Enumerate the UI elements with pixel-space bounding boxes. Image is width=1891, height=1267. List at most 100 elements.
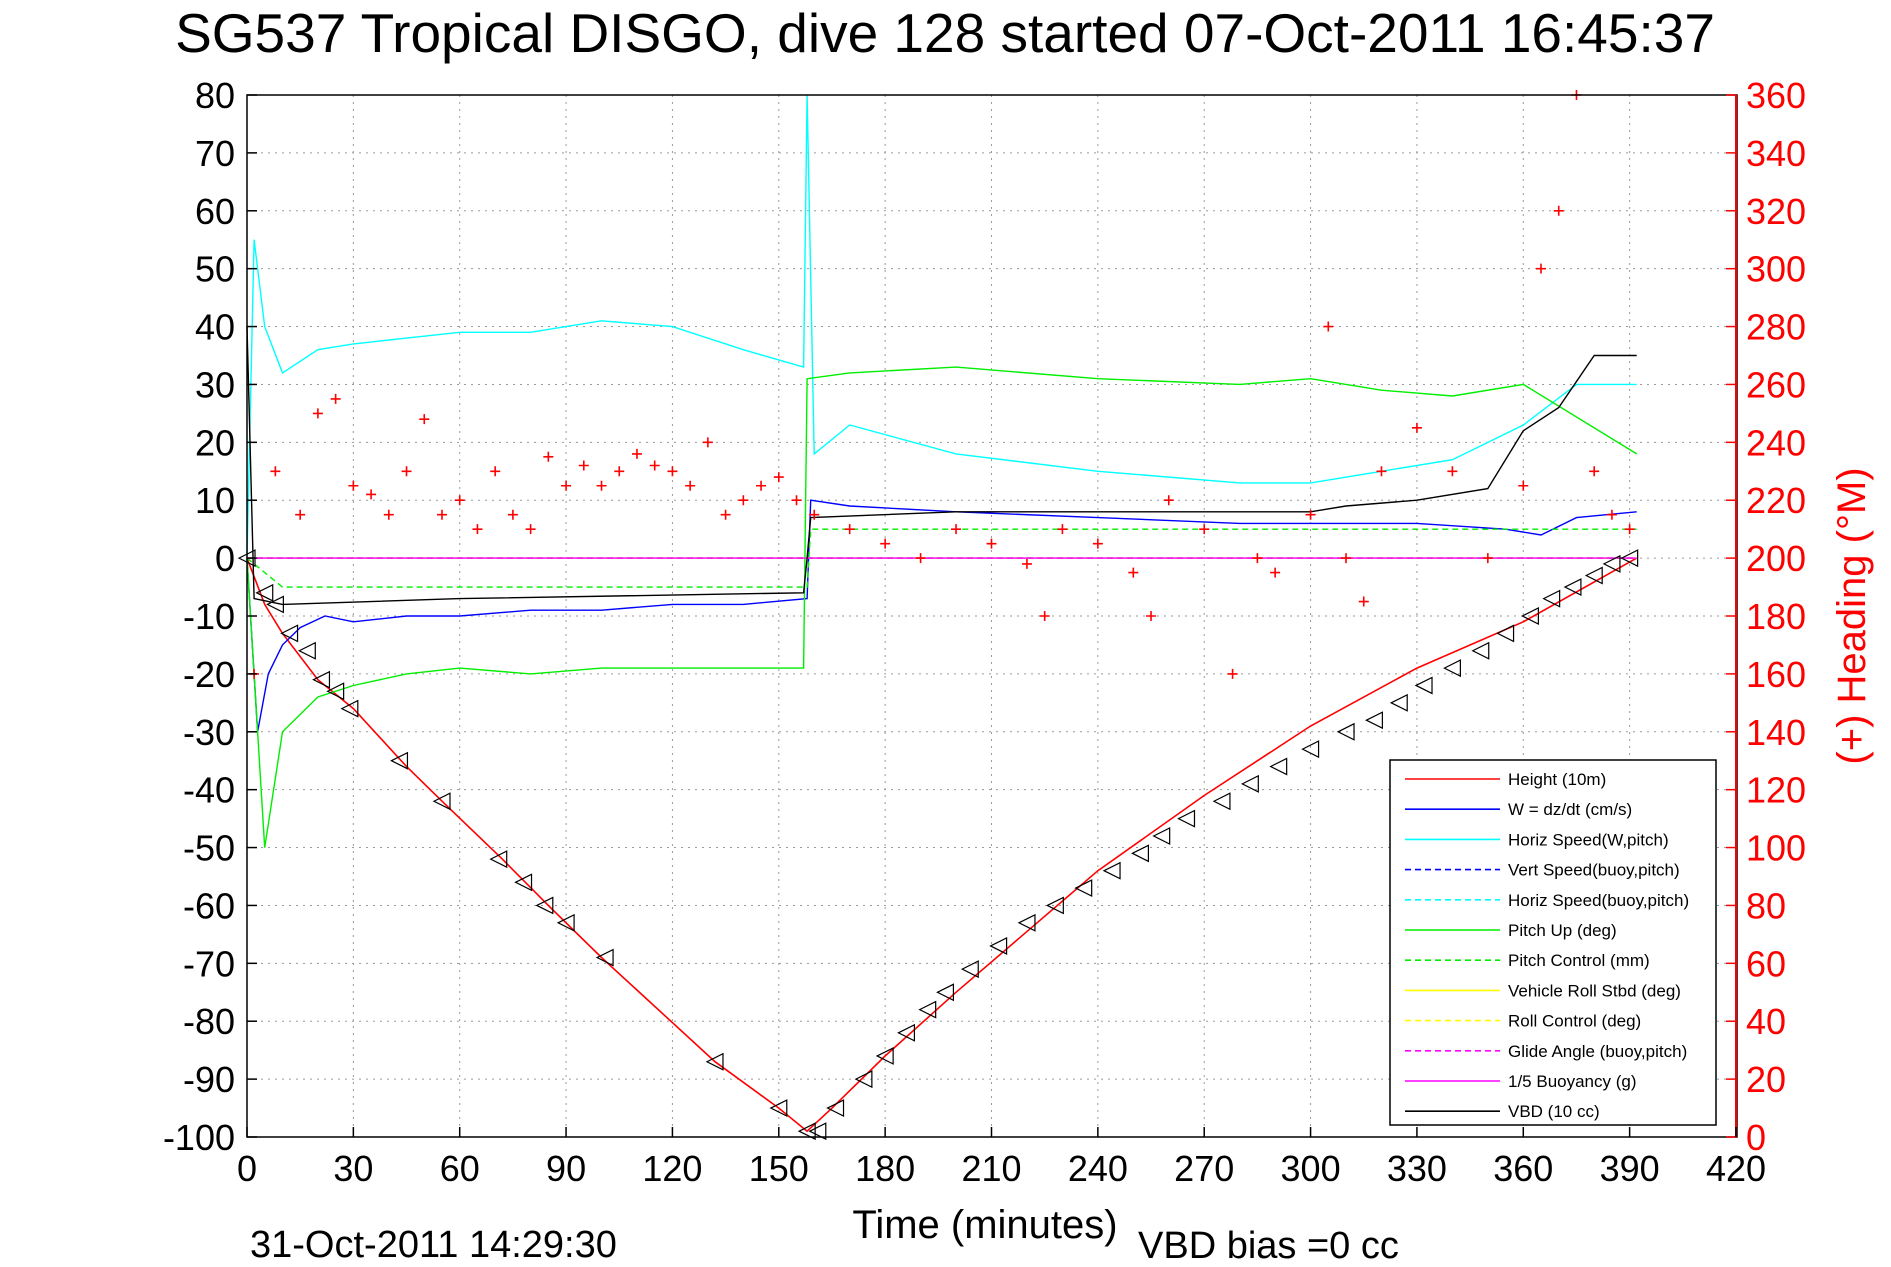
- legend-label-horiz_speed: Horiz Speed(W,pitch): [1508, 830, 1669, 849]
- depth-triangle-marker: [1269, 757, 1288, 776]
- right-axis-ticks: 3603403203002802602402202001801601401201…: [1726, 75, 1806, 1158]
- depth-triangle-marker: [826, 1099, 845, 1118]
- heading-point: [1146, 611, 1157, 621]
- x-tick-label: 60: [440, 1148, 480, 1189]
- right-tick-label: 280: [1746, 307, 1806, 348]
- depth-triangle-marker: [960, 960, 979, 979]
- depth-triangle-marker: [1389, 693, 1408, 712]
- x-tick-label: 300: [1281, 1148, 1341, 1189]
- legend-label-vbd: VBD (10 cc): [1508, 1102, 1600, 1121]
- heading-point: [578, 460, 589, 471]
- depth-triangle-marker: [514, 873, 533, 892]
- heading-point: [1163, 495, 1174, 506]
- right-tick-label: 200: [1746, 538, 1806, 579]
- chart-title: SG537 Tropical DISGO, dive 128 started 0…: [175, 2, 1715, 64]
- heading-point: [1252, 553, 1263, 564]
- legend-box: [1389, 759, 1717, 1126]
- left-tick-label: -90: [183, 1059, 235, 1100]
- left-tick-label: 60: [195, 191, 235, 232]
- depth-triangle-marker: [936, 983, 955, 1002]
- heading-point: [1128, 567, 1139, 578]
- heading-point: [1323, 321, 1334, 332]
- depth-triangle-marker: [1542, 589, 1561, 608]
- heading-point: [507, 509, 518, 520]
- marker-layer: [237, 549, 1639, 1141]
- depth-triangle-marker: [1521, 607, 1539, 625]
- depth-triangle-marker: [797, 1122, 816, 1141]
- depth-triangle-marker: [297, 641, 316, 660]
- heading-point: [1270, 567, 1281, 578]
- left-tick-label: -30: [183, 712, 235, 753]
- heading-point: [1624, 524, 1635, 535]
- heading-point: [1376, 466, 1387, 477]
- x-axis-label: Time (minutes): [852, 1203, 1117, 1247]
- heading-point: [809, 509, 820, 520]
- left-tick-label: -50: [183, 828, 235, 869]
- heading-point: [348, 480, 359, 491]
- heading-point: [720, 509, 731, 520]
- legend-label-roll_control: Roll Control (deg): [1508, 1012, 1641, 1031]
- heading-point: [1553, 205, 1564, 216]
- heading-point: [436, 509, 447, 520]
- depth-triangle-marker: [1045, 896, 1064, 915]
- legend-label-vert_speed_buoy: Vert Speed(buoy,pitch): [1508, 861, 1680, 880]
- depth-triangle-marker: [1152, 827, 1171, 845]
- depth-triangle-marker: [1336, 722, 1355, 741]
- depth-triangle-marker: [1584, 566, 1603, 585]
- left-tick-label: -20: [183, 654, 235, 695]
- heading-point: [401, 466, 412, 477]
- right-tick-label: 60: [1746, 943, 1786, 984]
- right-tick-label: 80: [1746, 885, 1786, 926]
- heading-point: [543, 451, 554, 462]
- right-tick-label: 140: [1746, 712, 1806, 753]
- left-tick-label: 80: [195, 75, 235, 116]
- depth-triangle-marker: [1177, 809, 1196, 828]
- right-tick-label: 360: [1746, 75, 1806, 116]
- depth-triangle-marker: [1131, 844, 1149, 863]
- depth-triangle-marker: [897, 1023, 916, 1042]
- heading-point: [1092, 538, 1103, 549]
- depth-triangle-marker: [1563, 578, 1582, 597]
- heading-point: [791, 495, 802, 506]
- heading-point: [702, 437, 713, 448]
- heading-point: [1589, 466, 1600, 477]
- heading-point: [756, 480, 767, 491]
- heading-point: [1227, 668, 1238, 679]
- depth-triangle-marker: [390, 751, 409, 770]
- depth-triangle-marker: [1620, 549, 1639, 568]
- legend-label-pitch: Pitch Up (deg): [1508, 921, 1617, 940]
- left-tick-label: -40: [183, 770, 235, 811]
- depth-triangle-marker: [1212, 792, 1231, 811]
- heading-point: [1341, 553, 1352, 564]
- heading-point: [383, 509, 394, 520]
- left-tick-label: 10: [195, 480, 235, 521]
- right-axis-label: (+) Heading (°M): [1830, 467, 1874, 764]
- depth-triangle-marker: [535, 896, 554, 915]
- heading-point: [1305, 509, 1316, 520]
- left-tick-label: -100: [163, 1117, 235, 1158]
- heading-point: [738, 495, 749, 506]
- depth-triangle-marker: [1017, 913, 1036, 932]
- depth-triangle-marker: [1443, 659, 1461, 678]
- legend-label-buoyancy: 1/5 Buoyancy (g): [1508, 1072, 1637, 1091]
- depth-triangle-marker: [1301, 740, 1320, 759]
- heading-point: [1411, 422, 1422, 433]
- depth-triangle-marker: [705, 1052, 724, 1071]
- legend-label-pitch_control: Pitch Control (mm): [1508, 951, 1650, 970]
- heading-point: [330, 393, 341, 404]
- heading-point: [596, 480, 607, 491]
- series-line-w: [246, 499, 1637, 732]
- left-tick-label: 50: [195, 249, 235, 290]
- right-tick-label: 220: [1746, 480, 1806, 521]
- x-tick-label: 90: [546, 1148, 586, 1189]
- depth-triangle-marker: [1074, 879, 1093, 898]
- depth-triangle-marker: [326, 682, 345, 701]
- legend-label-height: Height (10m): [1508, 770, 1606, 789]
- chart-legend: Height (10m) W = dz/dt (cm/s) Horiz Speed(…: [1389, 759, 1717, 1126]
- heading-point: [270, 466, 281, 477]
- legend-label-horiz_speed_buoy: Horiz Speed(buoy,pitch): [1508, 891, 1689, 910]
- heading-point: [1447, 466, 1458, 477]
- x-axis-ticks: 0 30 60 90 120 150 180 210 240 270 300 330 360 390 420: [237, 1127, 1766, 1189]
- depth-triangle-marker: [989, 936, 1008, 955]
- heading-point: [1358, 596, 1369, 607]
